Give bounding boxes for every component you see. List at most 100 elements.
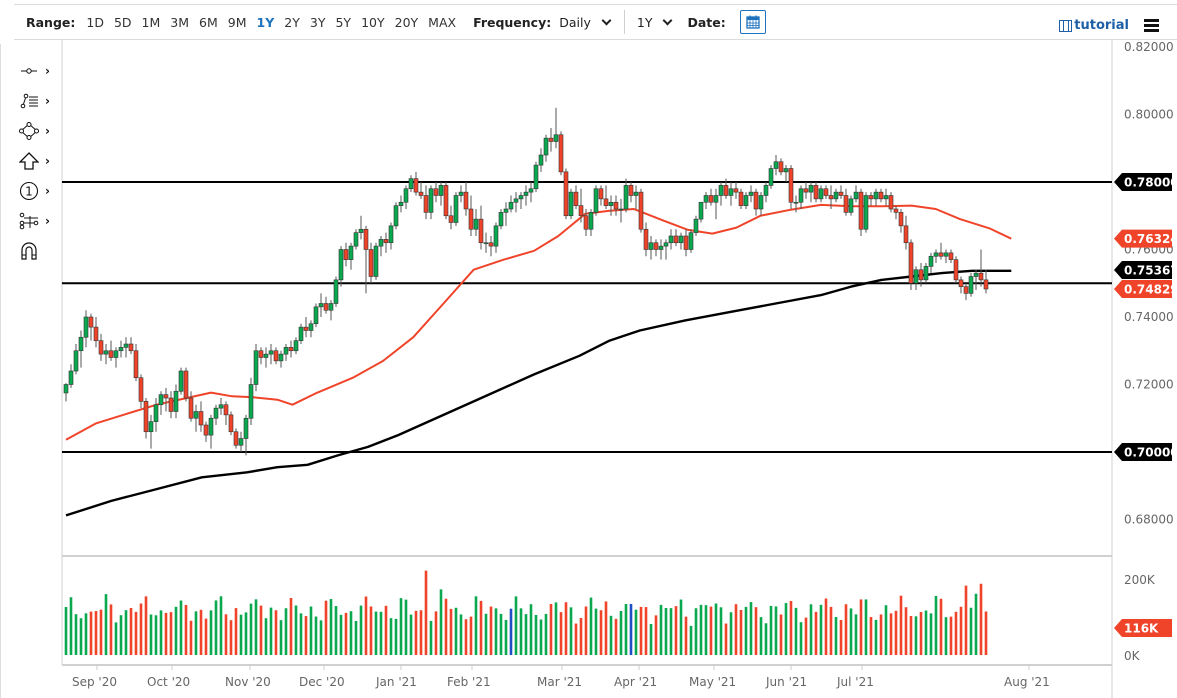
volume-bar	[779, 614, 783, 655]
price-tag: 0.70000	[1114, 443, 1177, 461]
range-1y[interactable]: 1Y	[256, 14, 275, 30]
volume-bar	[939, 598, 943, 655]
candle-down	[443, 185, 449, 217]
range-1m[interactable]: 1M	[141, 14, 161, 30]
volume-bar	[659, 604, 663, 655]
candle-up	[783, 168, 789, 173]
candle-up	[693, 218, 699, 233]
annotation-number-icon: 1	[19, 181, 39, 201]
candle-down	[598, 188, 604, 200]
candle-down	[753, 191, 759, 210]
price-tag-shape	[1114, 229, 1172, 248]
volume-bar	[124, 610, 128, 655]
tutorial-link[interactable]: tutorial	[1059, 18, 1129, 33]
candle-up	[848, 198, 854, 213]
volume-bar	[799, 622, 803, 655]
volume-bar	[104, 594, 108, 655]
measure-tool-button[interactable]: ›	[19, 210, 59, 232]
volume-bar	[264, 618, 268, 655]
range-9m[interactable]: 9M	[227, 14, 247, 30]
annotation-tool-button[interactable]: 1 ›	[19, 180, 59, 202]
range-3m[interactable]: 3M	[170, 14, 190, 30]
period-select[interactable]: 1Y	[636, 14, 653, 30]
candle-down	[653, 242, 659, 250]
volume-bar	[409, 614, 413, 655]
candle-down	[163, 394, 169, 399]
candle-up	[553, 134, 559, 142]
volume-bar	[839, 620, 843, 655]
volume-bar	[979, 583, 983, 655]
range-6m[interactable]: 6M	[199, 14, 218, 30]
range-2y[interactable]: 2Y	[284, 14, 300, 30]
candle-up	[333, 279, 339, 304]
volume-bar	[859, 599, 863, 655]
candle-down	[898, 212, 904, 227]
candle-down	[478, 218, 484, 244]
volume-bar	[619, 611, 623, 655]
line-tool-button[interactable]: ›	[19, 60, 59, 82]
volume-bar	[314, 616, 318, 655]
candle-down	[368, 249, 374, 277]
volume-bar	[829, 606, 833, 655]
range-10y[interactable]: 10Y	[361, 14, 385, 30]
candle-down	[488, 242, 494, 247]
hamburger-menu-icon[interactable]	[1144, 19, 1159, 32]
magnet-tool-button[interactable]	[19, 240, 59, 262]
volume-bar	[89, 611, 93, 655]
volume-bar	[454, 607, 458, 655]
range-max[interactable]: MAX	[428, 14, 457, 30]
candle-up	[928, 255, 934, 267]
price-tag-shape	[1114, 619, 1172, 637]
volume-bar	[164, 612, 168, 655]
volume-bar	[894, 610, 898, 655]
volume-bar	[369, 606, 373, 655]
range-3y[interactable]: 3Y	[309, 14, 326, 30]
volume-bar	[399, 598, 403, 655]
volume-bar	[159, 610, 163, 655]
x-tick-label: Feb '21	[447, 675, 491, 689]
volume-bar	[379, 611, 383, 655]
volume-bar	[669, 608, 673, 655]
volume-bar	[494, 608, 498, 655]
volume-bar	[174, 606, 178, 655]
candle-up	[518, 195, 524, 200]
shape-tool-button[interactable]: ›	[19, 120, 59, 142]
volume-bar	[929, 613, 933, 655]
candle-down	[948, 252, 954, 260]
range-5y[interactable]: 5Y	[335, 14, 352, 30]
fib-tool-icon	[20, 93, 38, 109]
candle-down	[168, 397, 174, 412]
volume-bar	[564, 602, 568, 655]
volume-bar	[809, 604, 813, 655]
arrow-tool-button[interactable]: ›	[19, 150, 59, 172]
volume-bar	[749, 602, 753, 655]
candle-up	[483, 242, 489, 245]
ma50-line	[65, 203, 1012, 441]
candle-up	[728, 188, 734, 196]
frequency-select[interactable]: Daily	[559, 14, 591, 30]
candle-up	[808, 185, 814, 193]
calendar-button[interactable]	[739, 10, 766, 34]
volume-bar	[639, 606, 643, 655]
range-20y[interactable]: 20Y	[394, 14, 419, 30]
fib-tool-button[interactable]: ›	[19, 90, 59, 112]
candle-down	[223, 404, 229, 416]
x-tick-label: Mar '21	[537, 675, 582, 689]
candle-up	[283, 347, 289, 355]
candle-up	[508, 201, 514, 210]
candle-up	[593, 188, 599, 213]
film-icon	[1059, 19, 1073, 32]
candle-up	[153, 404, 159, 422]
candle-up	[933, 252, 939, 257]
volume-bar	[824, 598, 828, 655]
frequency-label: Frequency:	[473, 14, 552, 30]
volume-bar	[139, 603, 143, 655]
range-1d[interactable]: 1D	[86, 14, 104, 30]
candle-up	[973, 272, 979, 277]
volume-bar	[299, 613, 303, 655]
volume-bar	[974, 593, 978, 655]
candle-up	[353, 232, 359, 247]
range-5d[interactable]: 5D	[113, 14, 132, 30]
candle-up	[393, 205, 399, 227]
